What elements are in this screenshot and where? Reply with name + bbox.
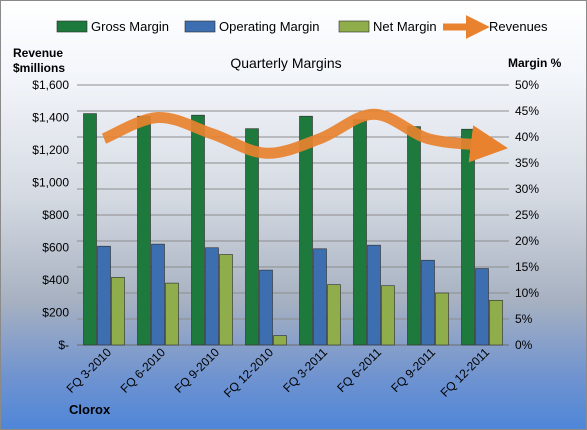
left-tick-label: $-: [58, 338, 69, 352]
x-tick-label: FQ 12-2011: [438, 345, 493, 400]
right-tick-label: 0%: [515, 338, 533, 352]
bar-operating-margin: [313, 248, 327, 346]
x-tick-label: FQ 6-2010: [118, 345, 169, 396]
x-tick-label: FQ 6-2011: [334, 345, 384, 395]
x-tick-label: FQ 3-2010: [64, 345, 115, 396]
right-tick-label: 20%: [515, 234, 539, 248]
bar-net-margin: [327, 284, 341, 346]
bar-gross-margin: [83, 113, 97, 346]
bar-operating-margin: [97, 245, 111, 346]
x-tick-label: FQ 3-2011: [280, 345, 330, 395]
left-tick-label: $1,200: [32, 143, 69, 157]
right-tick-label: 5%: [515, 312, 533, 326]
right-tick-label: 10%: [515, 286, 539, 300]
bar-operating-margin: [475, 268, 489, 346]
bar-gross-margin: [299, 115, 313, 346]
bar-net-margin: [219, 254, 233, 346]
left-tick-label: $400: [42, 273, 69, 287]
bar-operating-margin: [421, 259, 435, 346]
left-tick-label: $800: [42, 208, 69, 222]
right-tick-label: 35%: [515, 156, 539, 170]
bar-gross-margin: [191, 114, 205, 346]
legend-swatch-gross-margin: [56, 20, 88, 33]
revenue-line-path: [101, 108, 508, 163]
right-tick-label: 50%: [515, 78, 539, 92]
left-tick-label: $1,000: [32, 176, 69, 190]
bar-net-margin: [111, 277, 125, 346]
legend-swatch-operating-margin: [184, 20, 216, 33]
bars: [83, 113, 503, 346]
bar-net-margin: [381, 285, 395, 346]
bar-net-margin: [435, 292, 449, 346]
x-tick-label: FQ 12-2010: [221, 345, 276, 400]
left-axis-ticks: $- $200 $400 $600 $800 $1,000 $1,200 $1,400 $1,6…: [32, 78, 69, 352]
chart-title: Quarterly Margins: [230, 55, 341, 71]
right-axis-ticks: 0% 5% 10% 15% 20% 25% 30% 35% 40% 45% 50%: [515, 78, 539, 352]
revenue-line: [101, 108, 508, 163]
bar-operating-margin: [151, 243, 165, 346]
right-tick-label: 40%: [515, 130, 539, 144]
left-axis-label-line1: Revenue: [13, 46, 63, 60]
bar-gross-margin: [245, 128, 259, 346]
bar-net-margin: [165, 282, 179, 346]
legend: Gross Margin Operating Margin Net Margin Re…: [56, 15, 548, 39]
left-axis-label-line2: $millions: [13, 61, 65, 75]
right-axis-label: Margin %: [508, 56, 562, 70]
bar-operating-margin: [259, 269, 273, 346]
legend-swatch-net-margin: [338, 20, 370, 33]
footer-company: Clorox: [69, 402, 111, 417]
right-tick-label: 15%: [515, 260, 539, 274]
bar-gross-margin: [461, 128, 475, 346]
left-tick-label: $200: [42, 306, 69, 320]
legend-label-net-margin: Net Margin: [373, 19, 437, 34]
x-tick-label: FQ 9-2010: [172, 345, 223, 396]
legend-label-operating-margin: Operating Margin: [219, 19, 319, 34]
left-tick-label: $1,600: [32, 78, 69, 92]
bar-gross-margin: [353, 119, 367, 346]
bar-net-margin: [273, 335, 287, 346]
bar-net-margin: [489, 299, 503, 346]
bar-operating-margin: [367, 244, 381, 346]
right-tick-label: 25%: [515, 208, 539, 222]
left-tick-label: $600: [42, 241, 69, 255]
bar-operating-margin: [205, 247, 219, 346]
x-tick-label: FQ 9-2011: [388, 345, 438, 395]
bar-gross-margin: [407, 126, 421, 346]
right-tick-label: 30%: [515, 182, 539, 196]
legend-label-gross-margin: Gross Margin: [91, 19, 169, 34]
right-tick-label: 45%: [515, 104, 539, 118]
bar-gross-margin: [137, 115, 151, 346]
left-tick-label: $1,400: [32, 111, 69, 125]
legend-label-revenues: Revenues: [489, 19, 548, 34]
